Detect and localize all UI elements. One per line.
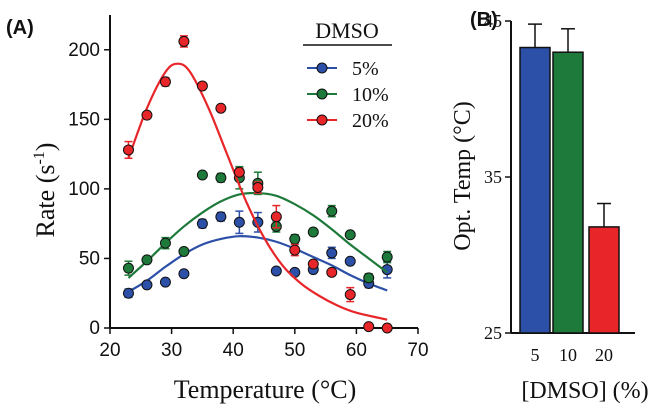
data-point (270, 265, 282, 277)
x-tick-label: 40 (223, 340, 244, 361)
panel-a-y-label-main: Rate (s (31, 165, 60, 238)
data-point (344, 229, 356, 241)
data-point (215, 102, 227, 114)
data-point (196, 169, 208, 181)
x-tick-label: 60 (346, 340, 367, 361)
data-point (233, 216, 245, 228)
panel-a-y-axis-label: Rate (s-1) (31, 143, 60, 238)
y-tick-label: 150 (68, 109, 100, 130)
panel-a-y-label-superscript: -1 (31, 151, 48, 164)
panel-b-y-axis-label: Opt. Temp (°C) (450, 101, 476, 250)
legend-entry-label: 5% (352, 58, 379, 80)
legend-title: DMSO (315, 18, 379, 43)
bar-5 (519, 46, 551, 334)
x-tick-label: 20 (99, 340, 120, 361)
panel-a-x-axis-label: Temperature (°C) (174, 375, 357, 404)
data-point (326, 205, 338, 217)
data-point (233, 166, 245, 178)
x-tick-label: 30 (161, 340, 182, 361)
bar-10 (552, 51, 584, 334)
bar-y-tick-label: 35 (484, 167, 502, 187)
panel-b-x-axis-label: [DMSO] (%) (521, 378, 648, 404)
data-point (307, 258, 319, 270)
data-point (178, 245, 190, 257)
x-tick-label: 70 (407, 340, 428, 361)
data-point (122, 262, 134, 274)
data-point (159, 276, 171, 288)
data-point (159, 76, 171, 88)
panel-b-plot: 25 35 45 5 10 20 (484, 11, 635, 365)
data-point (252, 181, 264, 193)
data-point (215, 211, 227, 223)
data-point (307, 226, 319, 238)
data-point (178, 268, 190, 280)
panel-b-label: (B) (470, 9, 498, 31)
data-point (270, 211, 282, 223)
panel-a-label: (A) (6, 17, 34, 39)
legend-marker (316, 88, 328, 100)
legend-entry-label: 10% (352, 84, 389, 106)
legend-entry-label: 20% (352, 110, 389, 132)
bar-category-label: 10 (559, 345, 577, 365)
data-point (178, 35, 190, 47)
data-point (196, 218, 208, 230)
data-point (159, 237, 171, 249)
data-point (289, 244, 301, 256)
data-point (344, 255, 356, 267)
data-point (363, 321, 375, 333)
panel-a-plot: 20 30 40 50 60 70 0 50 100 150 200 (68, 15, 429, 361)
data-point (363, 272, 375, 284)
bar-category-label: 5 (531, 345, 540, 365)
legend-marker (316, 114, 328, 126)
y-tick-label: 200 (68, 40, 100, 61)
data-point (122, 144, 134, 156)
panel-a-y-label-close: ) (31, 143, 60, 152)
data-point (326, 266, 338, 278)
bar-category-label: 20 (595, 345, 613, 365)
data-point (141, 254, 153, 266)
y-tick-label: 50 (79, 248, 100, 269)
data-point (381, 251, 393, 263)
fit-curve-0 (127, 235, 388, 293)
bar-y-tick-label: 25 (484, 323, 502, 343)
bar-20 (588, 226, 620, 334)
y-tick-label: 0 (89, 318, 100, 339)
legend: 5% 10% 20% (307, 58, 389, 132)
bar-y-tick-label: 45 (484, 11, 502, 31)
data-point (289, 233, 301, 245)
data-point (344, 289, 356, 301)
data-point (196, 80, 208, 92)
data-point (326, 247, 338, 259)
legend-marker (316, 62, 328, 74)
data-point (122, 287, 134, 299)
fit-curve-2 (127, 62, 388, 321)
y-tick-label: 100 (68, 179, 100, 200)
data-point (141, 279, 153, 291)
data-point (215, 172, 227, 184)
data-point (381, 322, 393, 334)
data-point (141, 109, 153, 121)
x-tick-label: 50 (284, 340, 305, 361)
